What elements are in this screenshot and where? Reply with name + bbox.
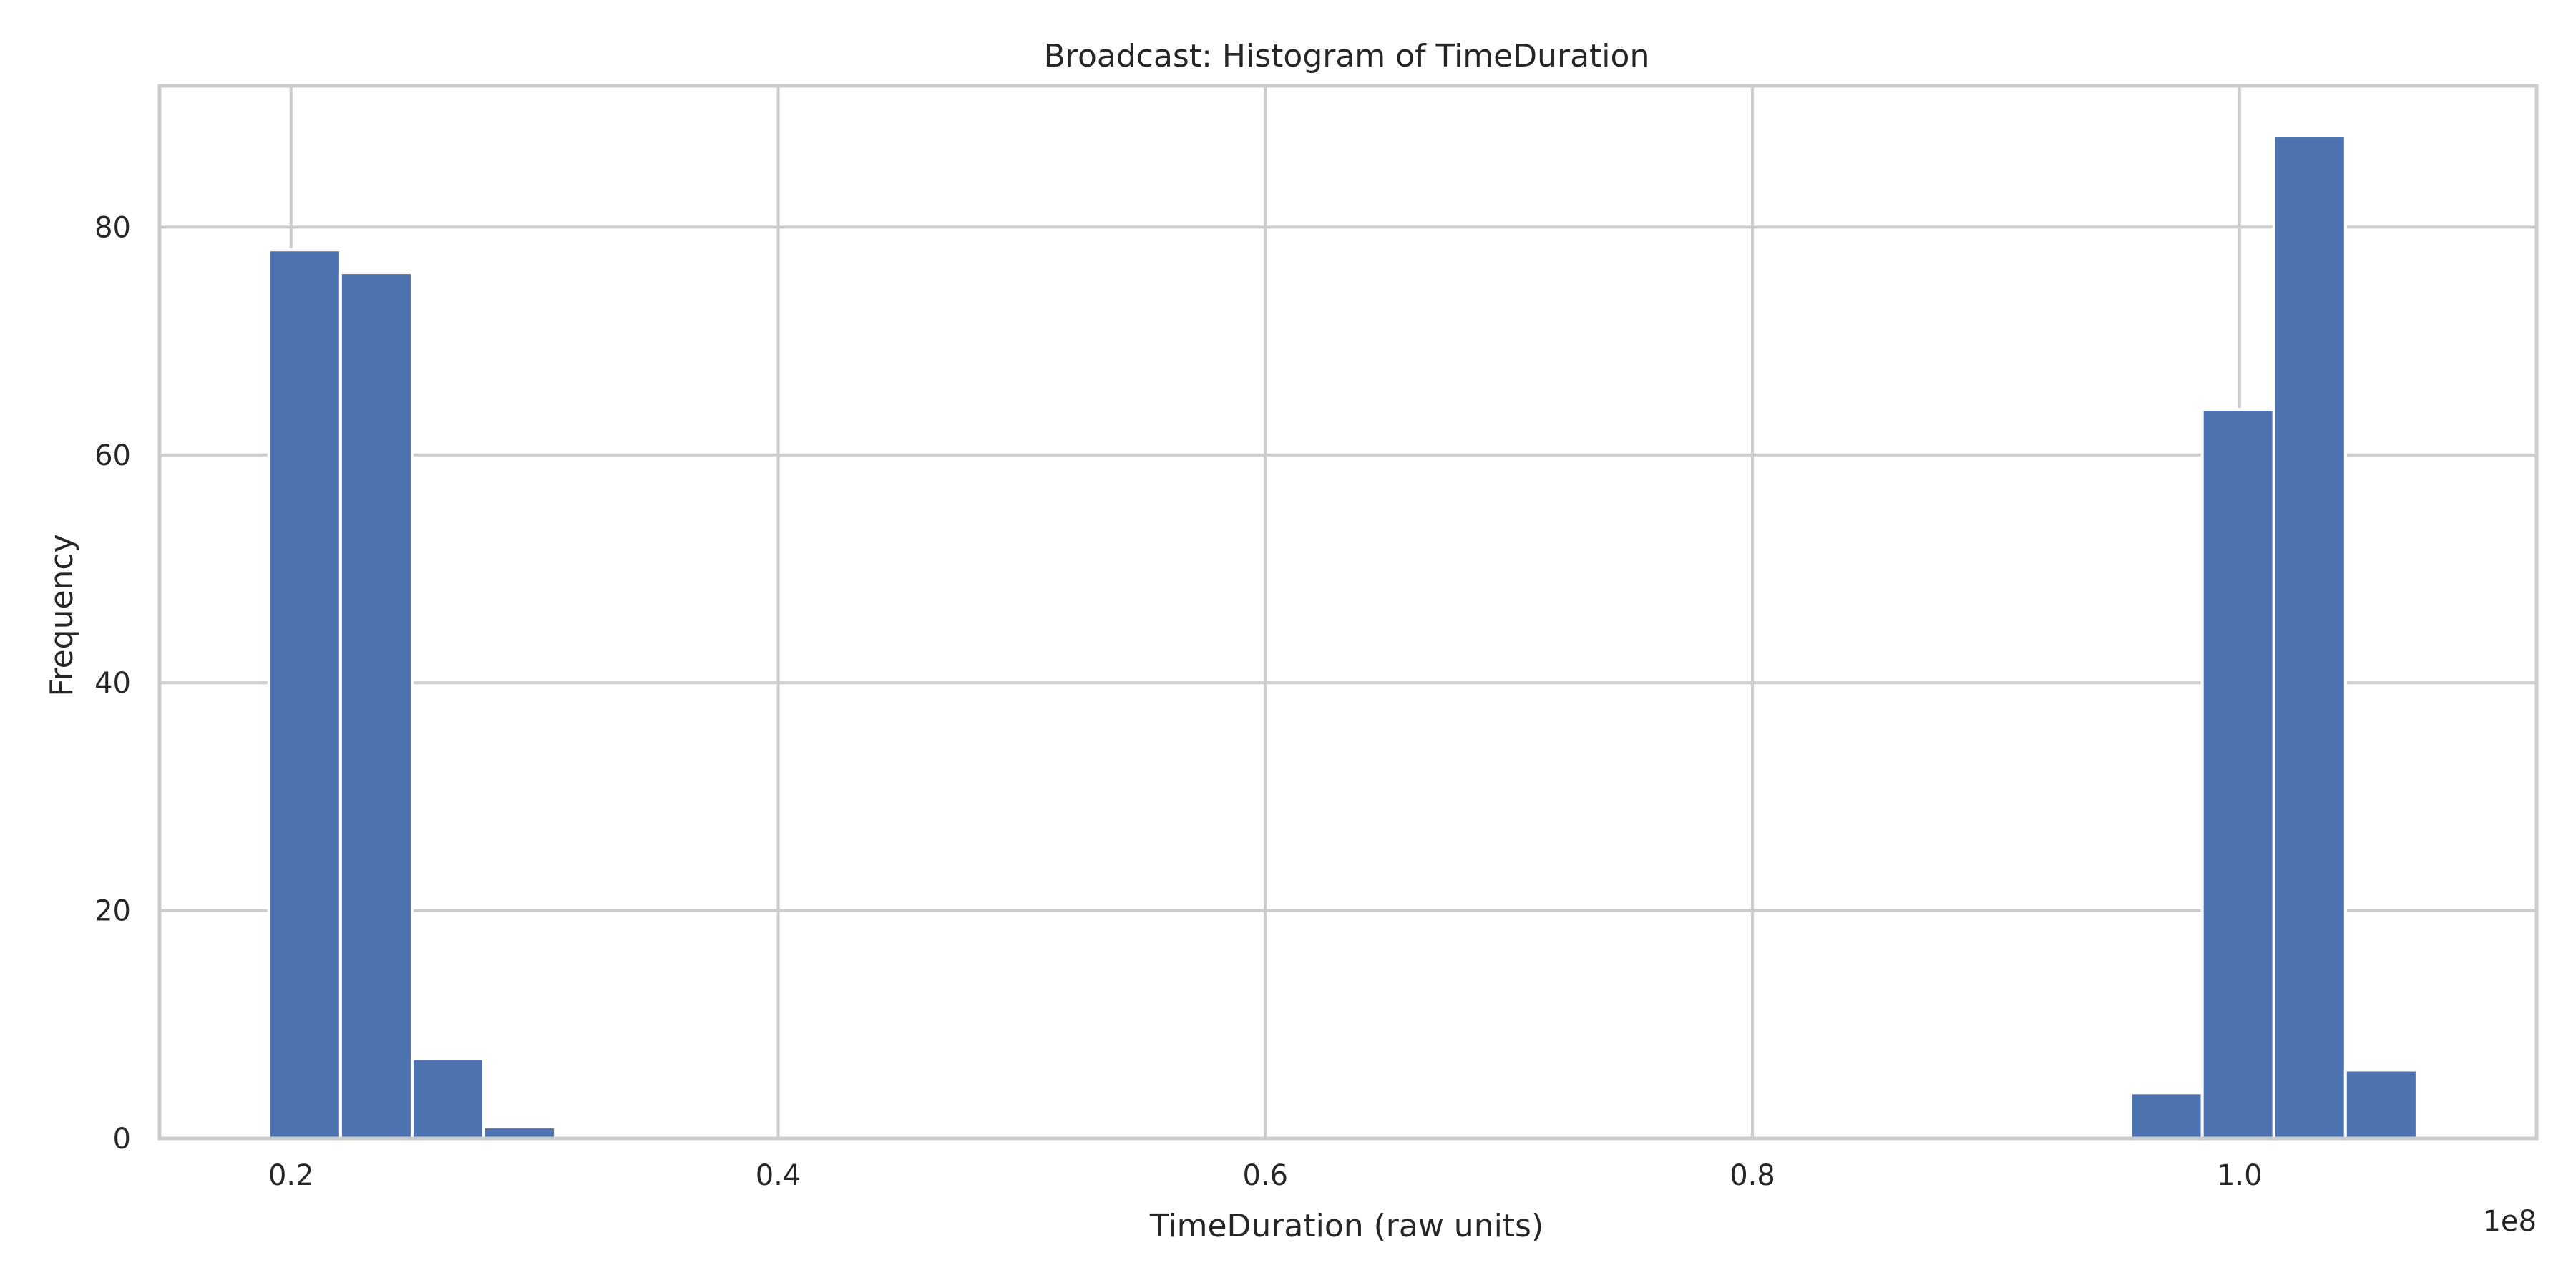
y-axis-label: Frequency xyxy=(44,534,80,696)
y-tick-labels: 0 20 40 60 80 xyxy=(94,211,131,1156)
histogram-bar xyxy=(338,271,414,1141)
x-tick-labels: 0.2 0.4 0.6 0.8 1.0 xyxy=(268,1159,2263,1192)
histogram-bar xyxy=(2129,1091,2204,1140)
grid-lines xyxy=(160,86,2537,1140)
x-tick-label: 0.6 xyxy=(1242,1159,1288,1192)
histogram-bar xyxy=(2200,408,2275,1140)
x-tick-label: 0.2 xyxy=(268,1159,314,1192)
chart-title: Broadcast: Histogram of TimeDuration xyxy=(1044,38,1650,74)
y-tick-label: 60 xyxy=(94,439,131,472)
x-axis-label: TimeDuration (raw units) xyxy=(1149,1208,1543,1244)
y-tick-label: 40 xyxy=(94,667,131,700)
histogram-bar xyxy=(410,1057,486,1140)
histogram-bars xyxy=(267,135,2419,1141)
y-tick-label: 20 xyxy=(94,895,131,928)
histogram-bar xyxy=(267,248,342,1141)
y-tick-label: 80 xyxy=(94,211,131,244)
x-axis-offset-label: 1e8 xyxy=(2482,1205,2537,1238)
histogram-bar xyxy=(2272,135,2347,1141)
x-tick-label: 0.8 xyxy=(1729,1159,1775,1192)
x-tick-label: 0.4 xyxy=(756,1159,801,1192)
histogram-bar xyxy=(2343,1068,2419,1140)
plot-frame xyxy=(157,84,2539,1141)
y-tick-label: 0 xyxy=(113,1123,131,1156)
x-tick-label: 1.0 xyxy=(2217,1159,2263,1192)
